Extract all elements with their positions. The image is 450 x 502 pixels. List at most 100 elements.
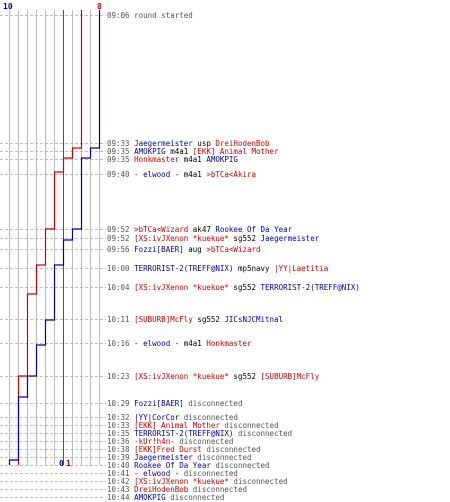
event-time: 09:52 <box>107 225 130 234</box>
event-text: disconnected <box>233 429 293 438</box>
red-team-count-line <box>17 10 83 465</box>
event-text: |YY|CorCor <box>134 413 180 422</box>
blue-end-score: 0 <box>59 459 64 468</box>
event-text: TERRORIST-2(TREFF@NIX) <box>260 283 360 292</box>
event-time: 10:29 <box>107 399 130 408</box>
event-text: disconnected <box>179 469 238 478</box>
event-row: 10:39 Jaegermeister disconnected <box>107 453 252 462</box>
event-text: disconnected <box>188 485 247 494</box>
event-text: >bTCa<Wizard <box>134 225 189 234</box>
event-text: >bTCa<Akira <box>206 170 257 179</box>
event-text: DreiHodenBob <box>134 485 189 494</box>
event-time: 10:43 <box>107 485 130 494</box>
event-text: Rookee Of Da Year <box>134 461 211 470</box>
event-text: |YY|Laetitia <box>274 264 329 273</box>
event-text: [XS:ivJXenon *kuekue* <box>134 372 229 381</box>
event-time: 10:39 <box>107 453 130 462</box>
event-text: [EKK] Animal Mother <box>192 147 279 156</box>
event-text: JICsNJCMitnal <box>224 315 284 324</box>
event-text: sg552 <box>228 283 261 292</box>
event-text: TERRORIST-2(TREFF@NIX) <box>134 429 234 438</box>
event-row: 09:35 AMOKPIG m4a1 [EKK] Animal Mother <box>107 147 279 156</box>
event-text: [SUBURB]McFly <box>134 315 193 324</box>
event-text: [XS:ivJXenon *kuekue* <box>134 234 229 243</box>
event-row: 10:35 TERRORIST-2(TREFF@NIX) disconnecte… <box>107 429 292 438</box>
event-text: sg552 <box>228 234 261 243</box>
event-time: 10:23 <box>107 372 130 381</box>
event-text: Honkmaster <box>134 155 180 164</box>
event-text: disconnected <box>210 461 270 470</box>
event-row: 10:36 -kUr!h4n- disconnected <box>107 437 233 446</box>
event-text: m4a1 <box>179 339 207 348</box>
event-text: m4a1 <box>165 147 193 156</box>
event-row: 10:00 TERRORIST-2(TREFF@NIX) mp5navy |YY… <box>107 264 328 273</box>
event-row: 10:41 - elwood - disconnected <box>107 469 238 478</box>
event-row: 10:43 DreiHodenBob disconnected <box>107 485 247 494</box>
event-text: [SUBURB]McFly <box>260 372 320 381</box>
event-text: - elwood - <box>134 170 180 179</box>
event-row: 09:52 >bTCa<Wizard ak47 Rookee Of Da Yea… <box>107 225 292 234</box>
event-time: 10:16 <box>107 339 130 348</box>
event-text: aug <box>183 245 207 254</box>
event-row: 10:16 - elwood - m4a1 Honkmaster <box>107 339 252 348</box>
event-text: >bTCa<Wizard <box>206 245 261 254</box>
event-text: TERRORIST-2(TREFF@NIX) <box>134 264 234 273</box>
event-text: disconnected <box>192 453 252 462</box>
event-text: Fozzi[BAER] <box>134 245 184 254</box>
red-end-score: 1 <box>66 459 71 468</box>
event-time: 10:32 <box>107 413 130 422</box>
event-text: disconnected <box>228 477 288 486</box>
event-time: 10:35 <box>107 429 130 438</box>
red-start-score: 8 <box>97 2 102 11</box>
event-text: m4a1 <box>179 170 207 179</box>
event-row: 09:06 round started <box>107 11 193 20</box>
event-time: 10:40 <box>107 461 130 470</box>
event-text: [XS:ivJXenon *kuekue* <box>134 477 229 486</box>
event-text: DreiHodenBob <box>215 139 270 148</box>
event-time: 10:42 <box>107 477 130 486</box>
event-row: 10:33 [EKK] Animal Mother disconnected <box>107 421 279 430</box>
blue-start-score: 10 <box>3 2 13 11</box>
event-row: 10:42 [XS:ivJXenon *kuekue* disconnected <box>107 477 288 486</box>
event-time: 10:33 <box>107 421 130 430</box>
event-text: disconnected <box>165 493 225 502</box>
event-text: Jaegermeister <box>260 234 320 243</box>
event-text: [EKK]Fred Durst <box>134 445 202 454</box>
event-time: 10:44 <box>107 493 130 502</box>
event-time: 10:38 <box>107 445 130 454</box>
event-time: 09:40 <box>107 170 130 179</box>
event-time: 09:35 <box>107 155 130 164</box>
event-time: 10:04 <box>107 283 130 292</box>
event-text: Jaegermeister <box>134 453 193 462</box>
blue-team-count-line <box>8 10 101 465</box>
event-text: -kUr!h4n- <box>134 437 175 446</box>
event-row: 10:44 AMOKPIG disconnected <box>107 493 224 502</box>
event-time: 09:56 <box>107 245 130 254</box>
event-text: [XS:ivJXenon *kuekue* <box>134 283 229 292</box>
event-row: 10:04 [XS:ivJXenon *kuekue* sg552 TERROR… <box>107 283 360 292</box>
event-row: 10:29 Fozzi[BAER] disconnected <box>107 399 242 408</box>
event-row: 10:38 [EKK]Fred Durst disconnected <box>107 445 261 454</box>
event-row: 09:33 Jaegermeister usp DreiHodenBob <box>107 139 270 148</box>
event-text: sg552 <box>228 372 261 381</box>
event-text: usp <box>192 139 216 148</box>
event-text: AMOKPIG <box>206 155 238 164</box>
event-text: m4a1 <box>179 155 207 164</box>
event-time: 10:00 <box>107 264 130 273</box>
event-text: - elwood - <box>134 339 180 348</box>
event-text: mp5navy <box>233 264 275 273</box>
event-text: ak47 <box>188 225 216 234</box>
event-text: round started <box>134 11 193 20</box>
event-text: disconnected <box>183 399 243 408</box>
event-time: 09:52 <box>107 234 130 243</box>
event-row: 10:40 Rookee Of Da Year disconnected <box>107 461 270 470</box>
event-row: 09:40 - elwood - m4a1 >bTCa<Akira <box>107 170 256 179</box>
event-text: Fozzi[BAER] <box>134 399 184 408</box>
event-time: 09:06 <box>107 11 130 20</box>
event-text: Honkmaster <box>206 339 252 348</box>
event-time: 09:33 <box>107 139 130 148</box>
event-text: AMOKPIG <box>134 493 166 502</box>
event-row: 09:35 Honkmaster m4a1 AMOKPIG <box>107 155 238 164</box>
event-row: 10:32 |YY|CorCor disconnected <box>107 413 238 422</box>
event-text: [EKK] Animal Mother <box>134 421 220 430</box>
